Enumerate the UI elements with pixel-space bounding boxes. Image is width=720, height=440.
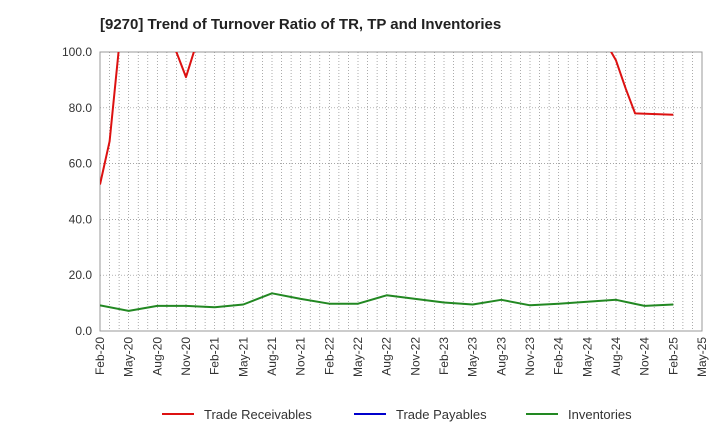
x-tick-label: Nov-20 [179,337,193,376]
x-tick-label: Aug-20 [150,337,164,376]
y-tick-label: 40.0 [69,212,93,226]
x-tick-label: Feb-21 [208,337,222,375]
y-tick-label: 100.0 [62,45,92,59]
x-tick-label: Feb-20 [93,337,107,375]
legend-label-inventories: Inventories [568,407,632,422]
series-line-trade-receivables [100,52,674,185]
x-tick-label: May-24 [580,337,594,377]
plot-area [99,51,703,332]
y-tick-label: 60.0 [69,157,93,171]
x-tick-label: Nov-21 [294,337,308,376]
x-tick-label: May-21 [236,337,250,377]
x-tick-label: May-25 [695,337,709,377]
series-line-inventories [100,292,674,312]
x-tick-label: Aug-24 [609,337,623,376]
x-tick-label: May-23 [466,337,480,377]
x-tick-label: Nov-22 [408,337,422,376]
x-tick-label: May-20 [122,337,136,377]
chart-title: [9270] Trend of Turnover Ratio of TR, TP… [100,16,502,33]
x-tick-label: Nov-24 [638,337,652,376]
y-tick-label: 80.0 [69,101,93,115]
legend-label-trade-payables: Trade Payables [396,407,487,422]
x-tick-label: Nov-23 [523,337,537,376]
x-tick-label: Aug-23 [494,337,508,376]
y-tick-label: 0.0 [75,324,92,338]
x-tick-label: Aug-21 [265,337,279,376]
x-tick-label: Feb-22 [322,337,336,375]
x-tick-label: Feb-25 [666,337,680,375]
y-tick-label: 20.0 [69,268,93,282]
x-tick-label: May-22 [351,337,365,377]
x-tick-label: Aug-22 [380,337,394,376]
x-tick-label: Feb-23 [437,337,451,375]
x-tick-label: Feb-24 [552,337,566,375]
legend-label-trade-receivables: Trade Receivables [204,407,312,422]
